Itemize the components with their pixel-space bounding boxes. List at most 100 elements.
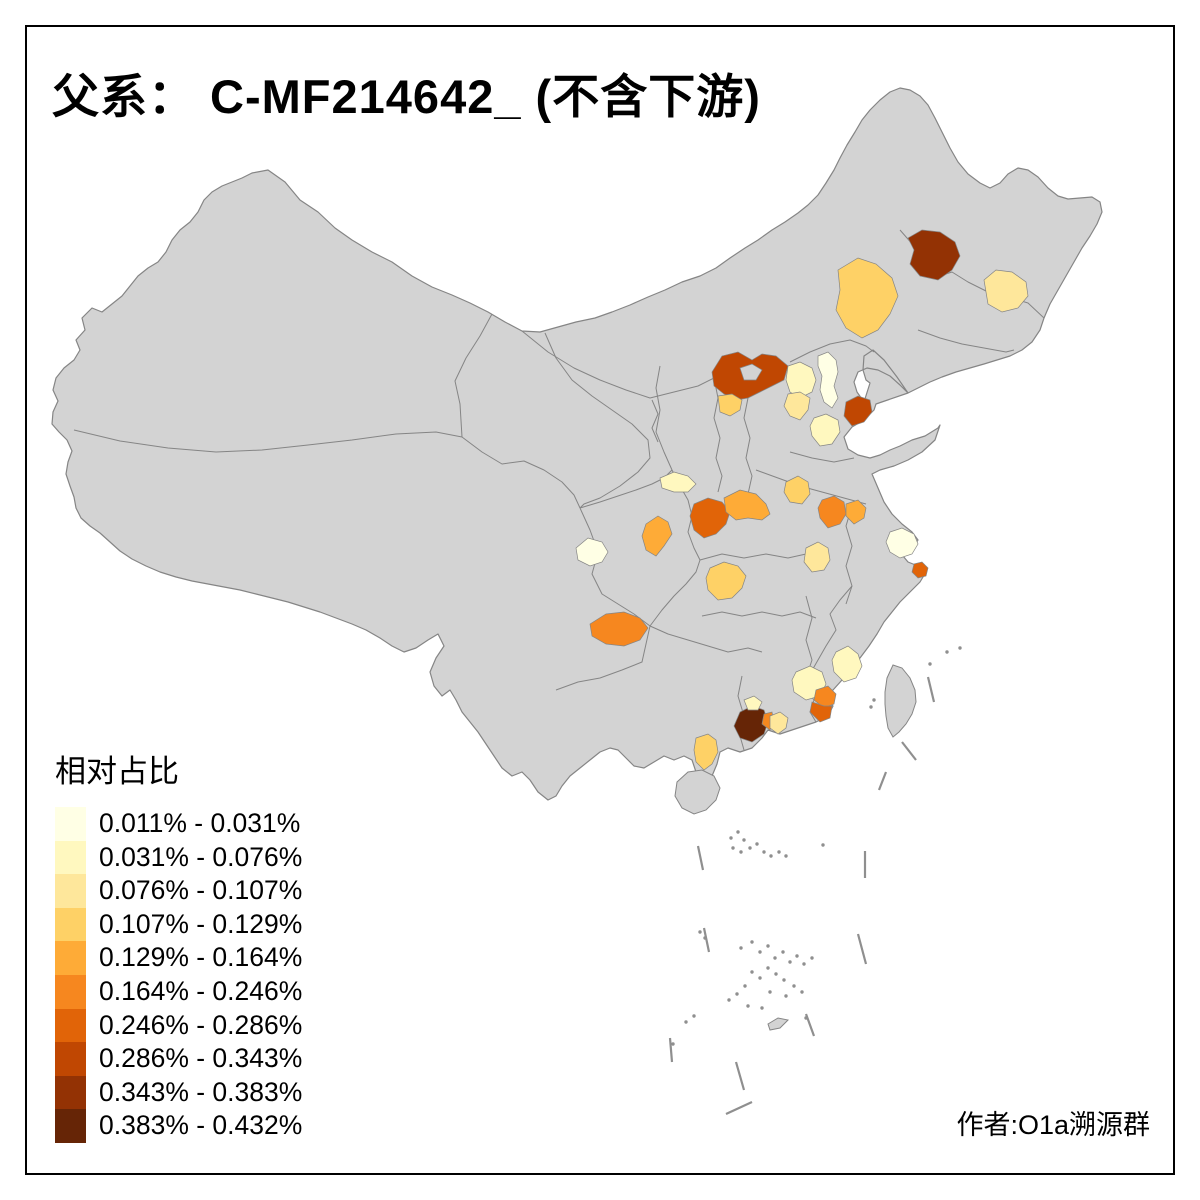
shaded-region [803,541,831,573]
dash-line-segment [734,1061,746,1091]
plot-title: 父系： C-MF214642_ (不含下游) [52,70,761,123]
legend-swatch [55,974,86,1009]
shaded-region [589,611,649,647]
sea-island-dot [788,960,792,964]
legend-label: 0.343% - 0.383% [99,1076,303,1107]
sea-island-dot [758,976,762,980]
legend-row: 0.343% - 0.383% [55,1075,303,1110]
legend-label: 0.246% - 0.286% [99,1009,303,1040]
province-border [789,451,855,463]
dash-line-segment [725,1101,753,1115]
sea-island-dot [958,646,962,650]
legend-row: 0.031% - 0.076% [55,840,302,875]
shaded-region [983,269,1029,313]
sea-island-dot [792,984,796,988]
province-border [789,339,875,363]
sea-island-dot [731,846,735,850]
sea-island-dot [692,1014,696,1018]
shaded-region [783,391,811,421]
sea-island-dot [750,970,754,974]
sea-island-dot [766,966,770,970]
province-border [73,429,463,453]
sea-island-dot [784,854,788,858]
sea-island-dot [768,990,772,994]
legend-row: 0.164% - 0.246% [55,974,303,1009]
sea-island-dot [671,1042,675,1046]
sea-island-dot [766,944,770,948]
sea-island-dot [769,854,773,858]
sea-island-dot [777,850,781,854]
legend-row: 0.383% - 0.432% [55,1109,302,1143]
legend-swatch [55,1109,86,1143]
shaded-region [845,499,867,525]
sea-island-dot [698,930,702,934]
country-outline [51,87,1103,801]
sea-island-dot [742,838,746,842]
province-border [701,611,817,619]
shaded-region [575,537,609,567]
sea-island-dot [802,962,806,966]
shaded-region [817,495,847,529]
shaded-region [817,351,839,409]
shaded-region [705,561,747,601]
shaded-region [907,229,961,281]
legend-label: 0.286% - 0.343% [99,1043,303,1074]
sea-island-dot [739,946,743,950]
legend-label: 0.383% - 0.432% [99,1110,303,1141]
legend-label: 0.076% - 0.107% [99,875,303,906]
province-border [655,365,673,471]
dash-line-segment [668,1037,674,1063]
sea-island-dot [739,850,743,854]
legend-title: 相对占比 [55,754,179,789]
shaded-region [835,257,899,339]
island [767,1017,790,1031]
shaded-region [689,497,731,539]
province-border [521,330,715,399]
sea-island-dot [735,992,739,996]
province-border [555,625,651,691]
shaded-region [743,695,763,711]
legend-swatch [55,807,86,841]
province-border [579,507,651,627]
province-border [651,399,659,443]
shaded-region [813,685,837,709]
legend-label: 0.129% - 0.164% [99,942,303,973]
sea-island-dot [748,846,752,850]
legend-label: 0.011% - 0.031% [99,808,301,838]
province-border [454,313,493,438]
dash-line-segment [856,933,868,965]
sea-island-dot [810,956,814,960]
province-border [649,625,763,653]
island [884,664,917,738]
sea-island-dot [755,842,759,846]
shaded-region [783,475,811,505]
sea-island-dot [869,705,873,709]
shaded-region [911,561,929,579]
sea-island-dot [781,950,785,954]
legend-swatch [55,1008,86,1043]
sea-island-dot [743,984,747,988]
legend-swatch [55,907,86,942]
province-border [461,436,581,509]
island [674,769,721,815]
province-border [743,397,753,495]
sea-island-dot [727,998,731,1002]
legend-row: 0.011% - 0.031% [55,807,302,841]
shaded-region [843,395,873,427]
legend-row: 0.286% - 0.343% [55,1042,302,1076]
legend-swatch [55,941,86,975]
sea-island-dot [928,662,932,666]
legend-label: 0.107% - 0.129% [99,908,303,939]
legend-row: 0.246% - 0.286% [55,1008,303,1043]
dash-line-segment [926,676,936,703]
legend-row: 0.076% - 0.107% [55,874,302,908]
legend-swatch [55,1075,86,1110]
dash-line-segment [877,771,888,791]
legend-label: 0.164% - 0.246% [99,975,303,1006]
dash-line-segment [696,845,705,871]
sea-island-dot [774,972,778,976]
shaded-region [659,471,697,493]
sea-island-dot [736,830,740,834]
legend-row: 0.107% - 0.129% [55,907,303,942]
